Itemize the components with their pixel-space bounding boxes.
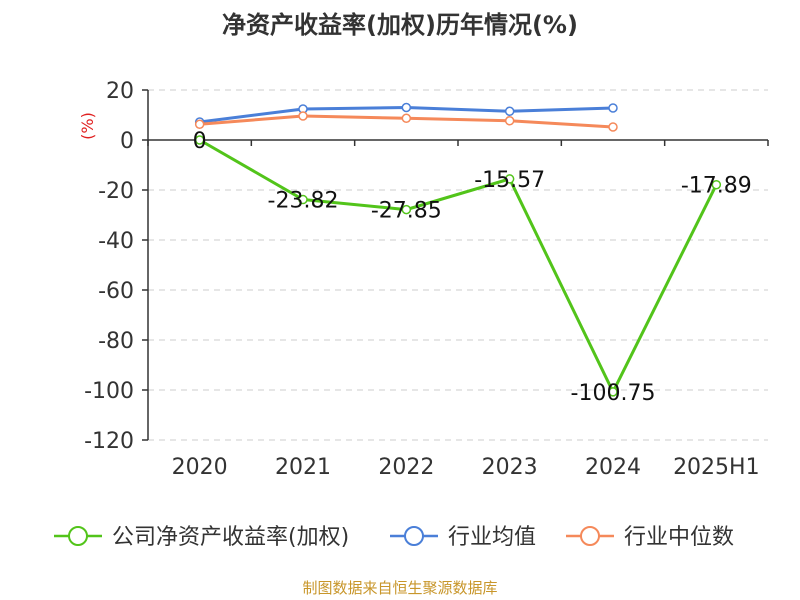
y-tick-label: -100 bbox=[84, 379, 134, 404]
y-tick-label: -20 bbox=[98, 179, 134, 204]
legend-label: 行业均值 bbox=[448, 525, 536, 550]
data-point[interactable] bbox=[608, 387, 618, 397]
x-tick-label: 2021 bbox=[275, 455, 331, 480]
legend-swatch-marker bbox=[68, 526, 88, 546]
plot-area bbox=[194, 102, 722, 397]
chart-title: 净资产收益率(加权)历年情况(%) bbox=[222, 11, 578, 39]
x-tick-label: 2022 bbox=[378, 455, 434, 480]
legend-item[interactable]: 行业均值 bbox=[390, 525, 536, 550]
data-point[interactable] bbox=[504, 174, 515, 184]
axes: 20 0 -20 -40 -60 -80 -100 -120 2020 2021 2022 2023 2… bbox=[84, 79, 769, 480]
data-labels: 0 -23.82 -27.85 -15.57 -100.75 -17.89 bbox=[193, 129, 752, 406]
data-label: -15.57 bbox=[474, 168, 545, 193]
data-point[interactable] bbox=[401, 113, 412, 123]
legend-swatch-marker bbox=[404, 526, 424, 546]
data-point[interactable] bbox=[401, 204, 412, 215]
data-label: -27.85 bbox=[371, 199, 442, 224]
y-tick-label: -120 bbox=[84, 429, 134, 454]
data-point[interactable] bbox=[194, 119, 205, 129]
series-0 bbox=[194, 135, 722, 397]
legend[interactable]: 公司净资产收益率(加权) 行业均值 行业中位数 bbox=[54, 525, 734, 550]
x-tick-label: 2020 bbox=[172, 455, 228, 480]
y-tick-label: -80 bbox=[98, 329, 134, 354]
y-tick-label: -40 bbox=[98, 229, 134, 254]
data-label: -17.89 bbox=[681, 174, 752, 199]
source-note: 制图数据来自恒生聚源数据库 bbox=[302, 579, 497, 597]
x-tick-label: 2023 bbox=[482, 455, 538, 480]
data-point[interactable] bbox=[194, 135, 205, 145]
data-label: 0 bbox=[193, 129, 207, 154]
data-point[interactable] bbox=[298, 111, 308, 121]
data-point[interactable] bbox=[298, 194, 308, 205]
legend-label: 公司净资产收益率(加权) bbox=[112, 525, 349, 550]
data-point[interactable] bbox=[401, 102, 412, 113]
data-point[interactable] bbox=[504, 106, 515, 116]
legend-item[interactable]: 公司净资产收益率(加权) bbox=[54, 525, 349, 550]
legend-swatch-marker bbox=[580, 526, 600, 546]
data-label: -23.82 bbox=[268, 189, 339, 214]
y-tick-label: 20 bbox=[106, 79, 134, 104]
data-point[interactable] bbox=[608, 103, 618, 113]
x-tick-label: 2025H1 bbox=[673, 455, 760, 480]
data-label: -100.75 bbox=[571, 381, 656, 406]
y-tick-label: -60 bbox=[98, 279, 134, 304]
data-point[interactable] bbox=[711, 179, 722, 190]
data-point[interactable] bbox=[504, 116, 515, 126]
y-axis-unit-label: (%) bbox=[78, 112, 97, 140]
legend-item[interactable]: 行业中位数 bbox=[566, 525, 734, 550]
legend-label: 行业中位数 bbox=[624, 525, 734, 550]
data-point[interactable] bbox=[608, 122, 618, 132]
gridlines bbox=[148, 89, 768, 441]
y-tick-label: 0 bbox=[120, 129, 134, 154]
series-line bbox=[198, 138, 718, 394]
x-tick-label: 2024 bbox=[585, 455, 641, 480]
series-2 bbox=[194, 111, 618, 132]
